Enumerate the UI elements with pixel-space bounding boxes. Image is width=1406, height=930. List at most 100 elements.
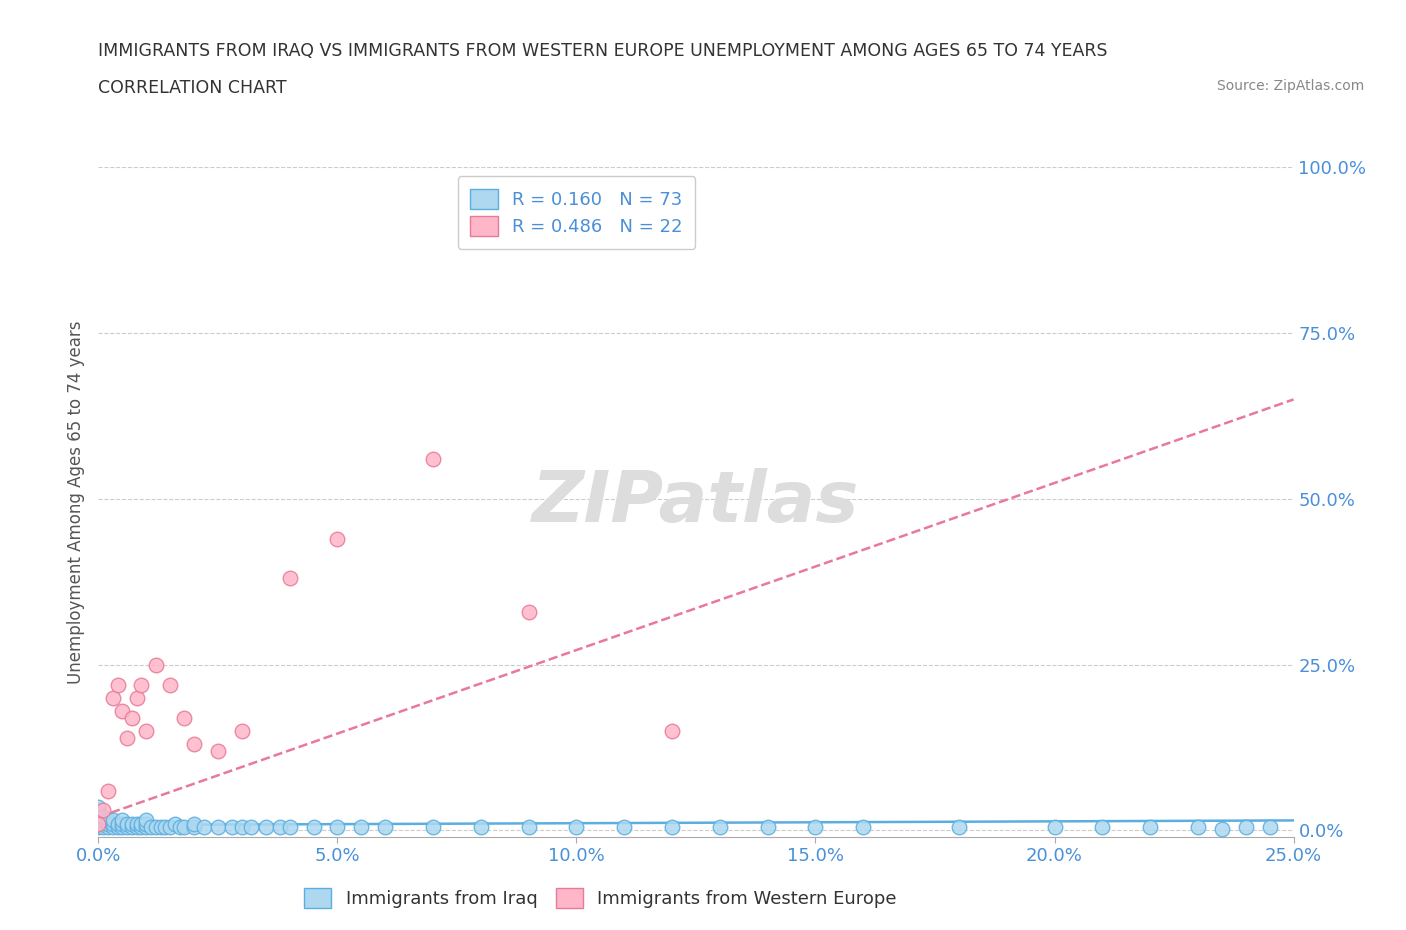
Point	[135, 724, 157, 738]
Point	[125, 817, 148, 831]
Point	[517, 819, 540, 834]
Point	[709, 819, 731, 834]
Text: ZIPatlas: ZIPatlas	[533, 468, 859, 537]
Point	[111, 817, 134, 831]
Point	[87, 803, 110, 817]
Point	[111, 704, 134, 719]
Point	[107, 677, 129, 692]
Point	[97, 817, 120, 831]
Point	[193, 819, 215, 834]
Point	[269, 819, 291, 834]
Text: IMMIGRANTS FROM IRAQ VS IMMIGRANTS FROM WESTERN EUROPE UNEMPLOYMENT AMONG AGES 6: IMMIGRANTS FROM IRAQ VS IMMIGRANTS FROM …	[98, 42, 1108, 60]
Point	[169, 819, 191, 834]
Point	[1187, 819, 1209, 834]
Point	[135, 819, 157, 834]
Point	[1211, 821, 1233, 836]
Point	[1258, 819, 1281, 834]
Point	[115, 817, 138, 831]
Point	[91, 810, 114, 825]
Point	[948, 819, 970, 834]
Point	[121, 819, 143, 834]
Point	[107, 819, 129, 834]
Point	[163, 817, 186, 831]
Point	[125, 690, 148, 705]
Point	[159, 677, 181, 692]
Point	[111, 813, 134, 828]
Point	[145, 819, 167, 834]
Point	[135, 817, 157, 831]
Point	[159, 819, 181, 834]
Point	[221, 819, 243, 834]
Point	[101, 813, 124, 828]
Point	[87, 817, 110, 831]
Point	[302, 819, 325, 834]
Point	[139, 819, 162, 834]
Point	[91, 819, 114, 834]
Point	[87, 819, 110, 834]
Point	[87, 800, 110, 815]
Point	[183, 737, 205, 751]
Point	[173, 819, 195, 834]
Text: Source: ZipAtlas.com: Source: ZipAtlas.com	[1216, 79, 1364, 93]
Point	[1139, 819, 1161, 834]
Point	[91, 803, 114, 817]
Point	[101, 819, 124, 834]
Point	[145, 658, 167, 672]
Point	[91, 813, 114, 828]
Point	[756, 819, 779, 834]
Point	[254, 819, 277, 834]
Text: CORRELATION CHART: CORRELATION CHART	[98, 79, 287, 97]
Point	[121, 817, 143, 831]
Point	[155, 819, 177, 834]
Point	[517, 604, 540, 619]
Point	[613, 819, 636, 834]
Point	[101, 817, 124, 831]
Point	[852, 819, 875, 834]
Point	[131, 677, 153, 692]
Legend: Immigrants from Iraq, Immigrants from Western Europe: Immigrants from Iraq, Immigrants from We…	[297, 881, 904, 915]
Point	[374, 819, 396, 834]
Point	[121, 711, 143, 725]
Point	[565, 819, 588, 834]
Point	[87, 810, 110, 825]
Point	[131, 817, 153, 831]
Point	[183, 817, 205, 831]
Point	[131, 819, 153, 834]
Point	[87, 817, 110, 831]
Point	[278, 819, 301, 834]
Point	[107, 817, 129, 831]
Point	[326, 531, 349, 546]
Point	[422, 819, 444, 834]
Point	[115, 819, 138, 834]
Point	[661, 724, 683, 738]
Point	[149, 819, 172, 834]
Y-axis label: Unemployment Among Ages 65 to 74 years: Unemployment Among Ages 65 to 74 years	[66, 321, 84, 684]
Point	[1091, 819, 1114, 834]
Point	[1043, 819, 1066, 834]
Point	[470, 819, 492, 834]
Point	[135, 813, 157, 828]
Point	[183, 819, 205, 834]
Point	[97, 783, 120, 798]
Point	[231, 724, 253, 738]
Point	[111, 819, 134, 834]
Point	[326, 819, 349, 834]
Point	[661, 819, 683, 834]
Point	[240, 819, 263, 834]
Point	[207, 819, 229, 834]
Point	[350, 819, 373, 834]
Point	[231, 819, 253, 834]
Point	[97, 813, 120, 828]
Point	[97, 819, 120, 834]
Point	[91, 817, 114, 831]
Point	[87, 806, 110, 821]
Point	[115, 730, 138, 745]
Point	[125, 819, 148, 834]
Point	[804, 819, 827, 834]
Point	[1234, 819, 1257, 834]
Point	[173, 711, 195, 725]
Point	[87, 813, 110, 828]
Point	[422, 452, 444, 467]
Point	[207, 743, 229, 758]
Point	[278, 571, 301, 586]
